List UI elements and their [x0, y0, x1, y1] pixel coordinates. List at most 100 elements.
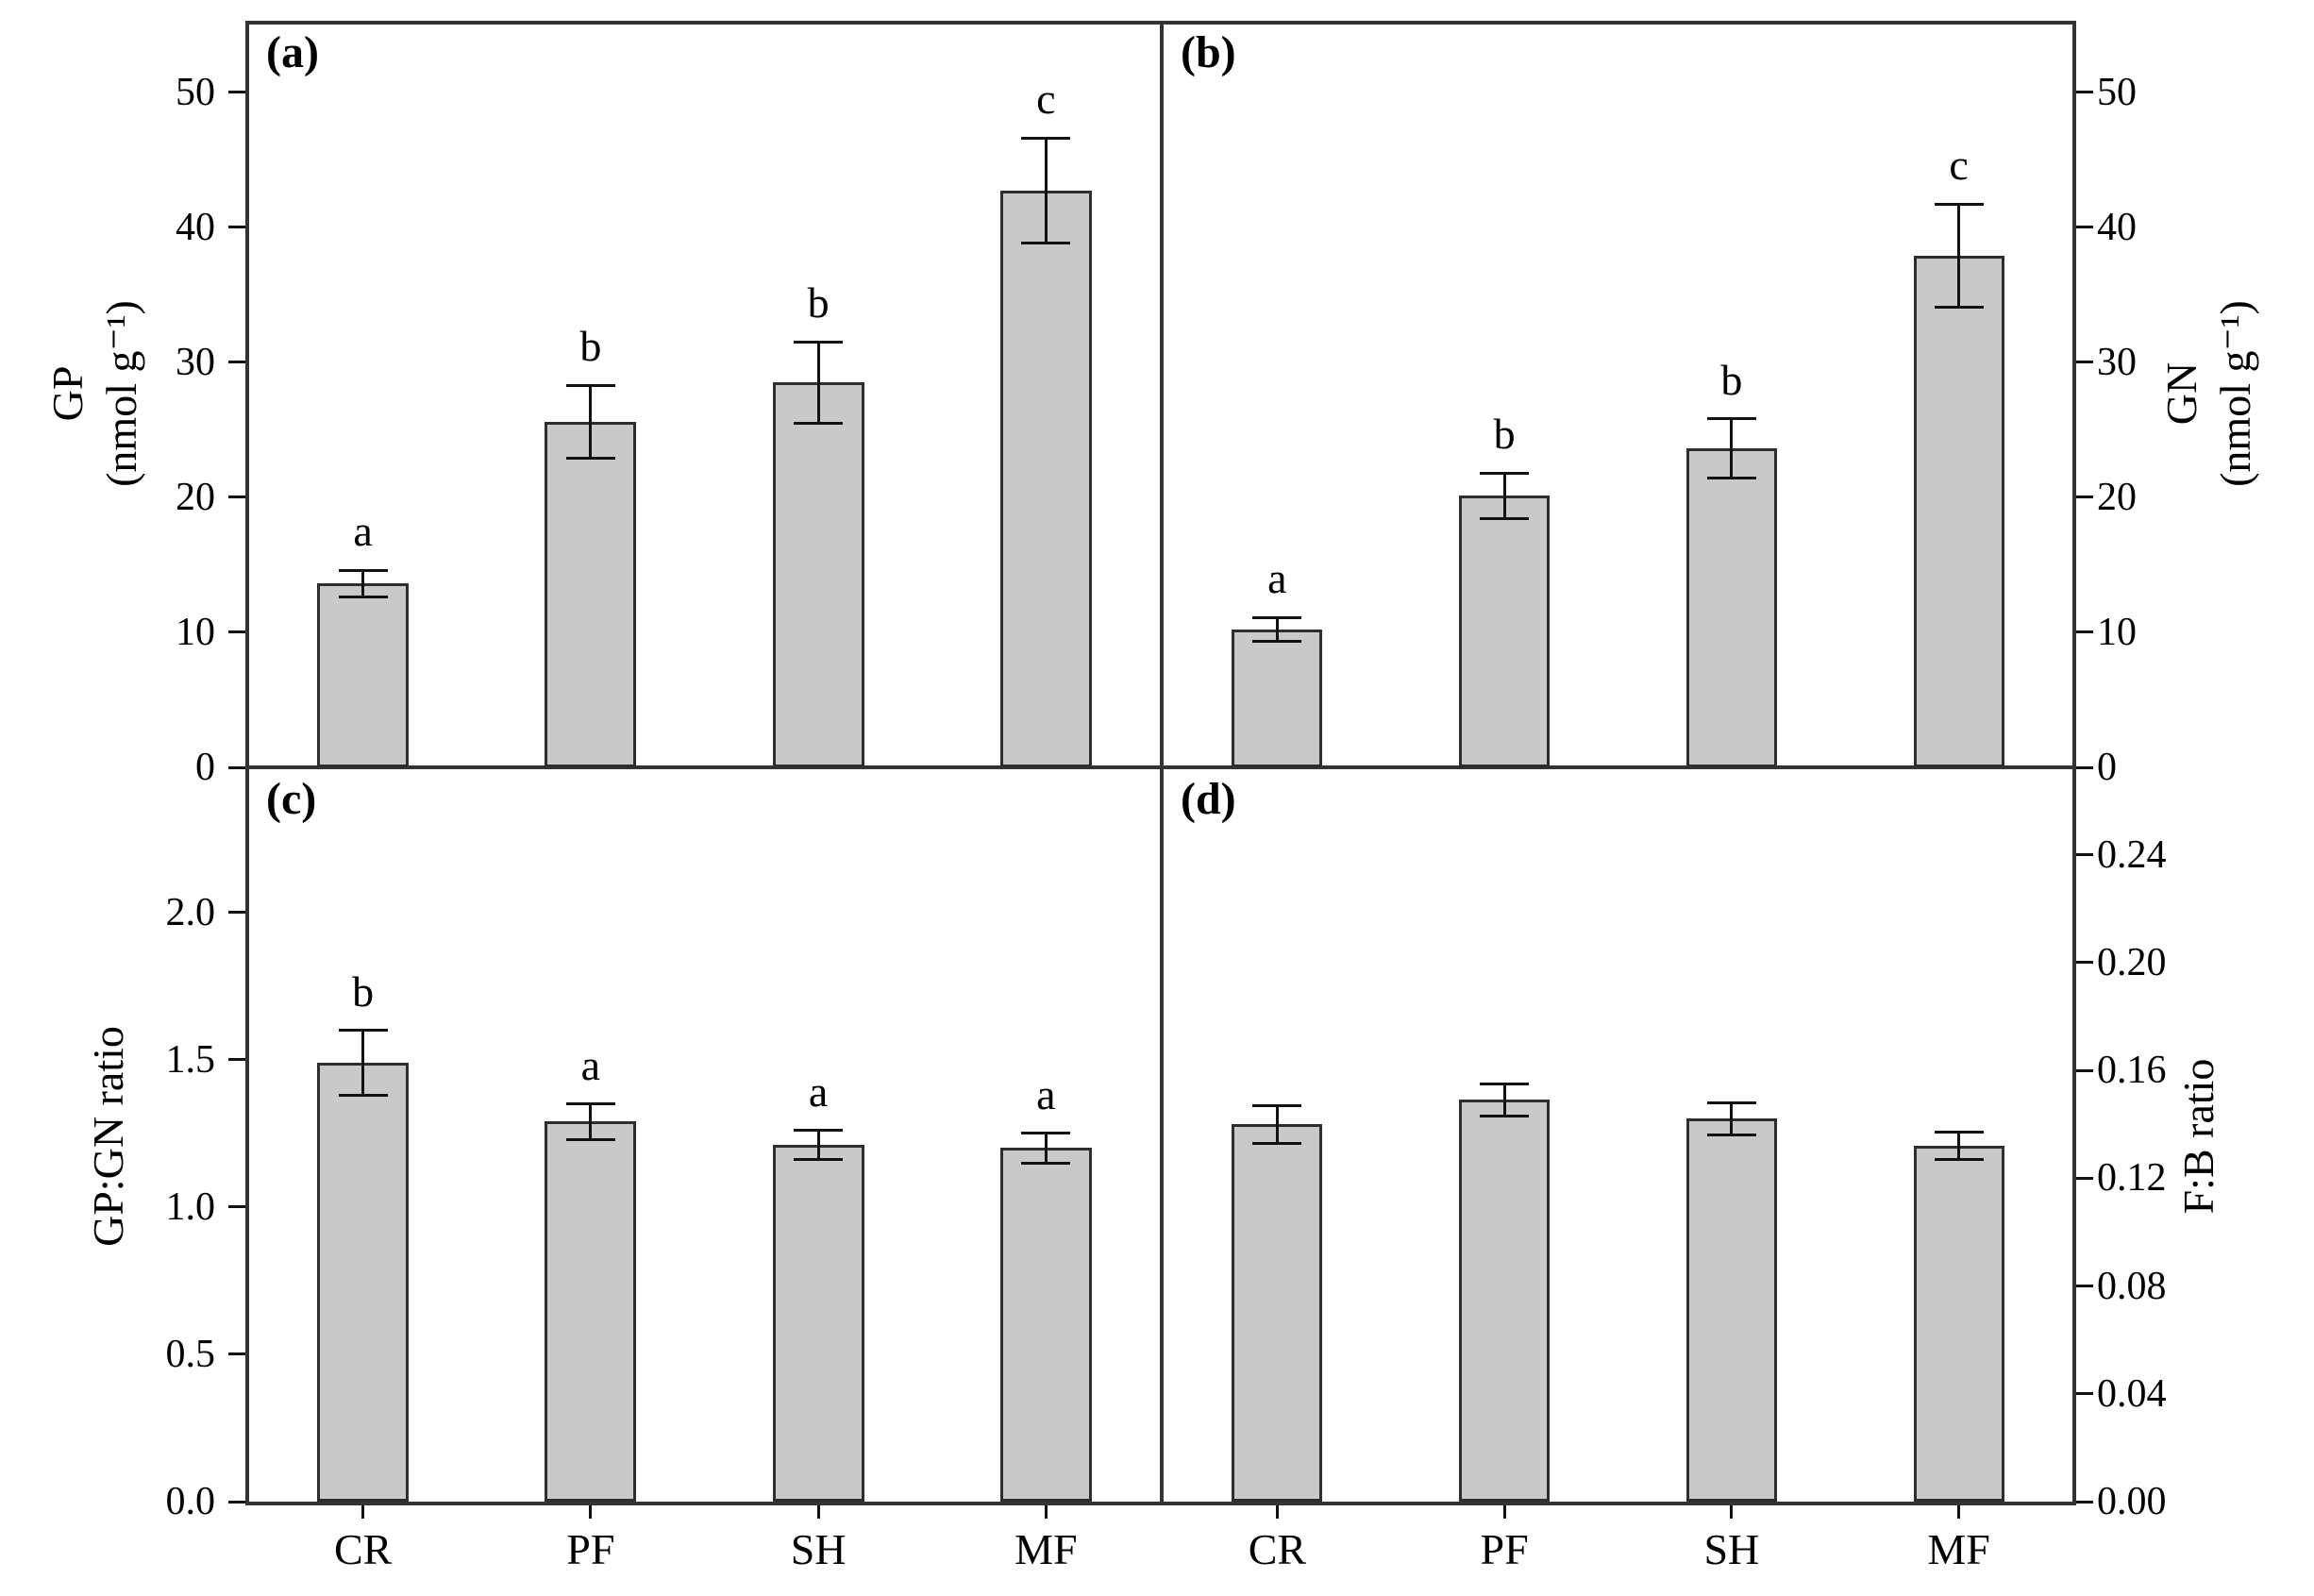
- error-bar-cap-bottom: [1021, 1161, 1071, 1165]
- bar-b-SH: [1685, 448, 1777, 767]
- error-bar-line: [1730, 1102, 1734, 1135]
- panel-a-label: (a): [266, 27, 319, 77]
- error-bar-cap-bottom: [1480, 517, 1530, 521]
- y-tick: [2076, 1068, 2093, 1072]
- error-bar-cap-bottom: [338, 1093, 388, 1097]
- y-axis-label-fb-line1: F:B ratio: [2174, 1058, 2223, 1215]
- x-tick: [1502, 1505, 1506, 1519]
- error-bar-line: [1502, 1084, 1506, 1117]
- y-axis-label-gp-line1: GP: [42, 365, 92, 422]
- y-axis-label-gp: GP (nmol g⁻¹): [38, 129, 151, 658]
- y-tick: [228, 1058, 245, 1062]
- y-tick: [2076, 361, 2093, 364]
- y-tick: [228, 361, 245, 364]
- significance-letter: c: [1949, 141, 1969, 190]
- bar-d-CR: [1232, 1124, 1323, 1502]
- error-bar-line: [589, 1103, 593, 1140]
- panel-c-gpgn-ratio: (c) 0.0 0.5 1.0 1.5 2.0 b CR a PF a SH a MF: [166, 771, 1160, 1573]
- significance-letter: a: [808, 1067, 829, 1116]
- y-tick-label: 0.20: [2097, 940, 2167, 984]
- y-tick: [2076, 853, 2093, 857]
- significance-letter: b: [579, 322, 602, 371]
- x-tick: [589, 1505, 593, 1519]
- bar-b-PF: [1459, 496, 1551, 767]
- bar-c-PF: [545, 1121, 637, 1502]
- significance-letter: b: [352, 966, 375, 1016]
- y-tick-label: 0.5: [165, 1332, 216, 1376]
- x-tick: [1275, 1505, 1279, 1519]
- error-bar-cap-top: [1480, 471, 1530, 475]
- bar-b-CR: [1232, 630, 1323, 767]
- y-axis-label-fb-ratio: F:B ratio: [2171, 872, 2227, 1401]
- x-category-label-SH: SH: [1703, 1525, 1760, 1573]
- error-bar-line: [1957, 204, 1961, 308]
- error-bar-cap-bottom: [1706, 477, 1756, 480]
- significance-letter: b: [807, 278, 830, 328]
- x-category-label-CR: CR: [333, 1525, 393, 1573]
- y-tick: [228, 91, 245, 94]
- y-tick-label: 0.24: [2097, 832, 2167, 877]
- significance-letter: c: [1036, 75, 1056, 124]
- y-tick-label: 20: [2097, 475, 2137, 519]
- x-category-label-PF: PF: [1480, 1525, 1529, 1573]
- y-tick-label: 1.5: [165, 1037, 216, 1082]
- error-bar-line: [1044, 1133, 1048, 1164]
- y-tick: [2076, 961, 2093, 965]
- error-bar-line: [589, 385, 593, 459]
- significance-letter: b: [1493, 410, 1516, 459]
- panel-a-gp: (a) 0 10 20 30 40 50 a b b c: [176, 25, 1160, 788]
- error-bar-line: [1730, 418, 1734, 479]
- panel-d-label: (d): [1181, 774, 1236, 824]
- y-tick-label: 30: [2097, 340, 2137, 384]
- panel-vertical-divider: [1160, 21, 1164, 1505]
- bar-d-MF: [1913, 1146, 2004, 1502]
- y-tick-label: 2.0: [165, 890, 216, 934]
- error-bar-cap-bottom: [1252, 1141, 1302, 1145]
- bar-a-CR: [317, 583, 410, 767]
- y-tick: [2076, 496, 2093, 499]
- error-bar-line: [816, 1130, 820, 1160]
- significance-letter: a: [580, 1040, 601, 1089]
- error-bar-line: [1044, 138, 1048, 244]
- error-bar-cap-bottom: [794, 421, 844, 425]
- error-bar-cap-bottom: [1252, 640, 1302, 644]
- error-bar-line: [361, 1030, 365, 1096]
- significance-letter: a: [1036, 1069, 1056, 1118]
- y-tick-label: 0.16: [2097, 1049, 2167, 1093]
- y-tick-label: 0: [2097, 746, 2117, 789]
- y-tick-label: 50: [176, 70, 215, 114]
- y-tick: [228, 1352, 245, 1356]
- y-tick-label: 10: [176, 610, 215, 654]
- error-bar-cap-bottom: [565, 456, 615, 460]
- y-tick: [228, 226, 245, 229]
- bar-c-MF: [999, 1148, 1092, 1502]
- error-bar-cap-top: [565, 383, 615, 387]
- error-bar-cap-top: [565, 1102, 615, 1106]
- error-bar-line: [816, 342, 820, 424]
- error-bar-line: [1275, 1105, 1279, 1144]
- bar-b-MF: [1913, 255, 2004, 767]
- y-axis-label-gn: GN (nmol g⁻¹): [2152, 129, 2265, 658]
- x-tick: [361, 1505, 365, 1519]
- y-tick-label: 40: [2097, 205, 2137, 249]
- y-tick: [228, 765, 245, 769]
- bar-a-MF: [999, 191, 1092, 767]
- significance-letter: b: [1720, 355, 1743, 404]
- error-bar-cap-top: [338, 568, 388, 572]
- error-bar-cap-top: [1021, 136, 1071, 140]
- y-tick-label: 0.08: [2097, 1264, 2167, 1308]
- bar-d-SH: [1685, 1118, 1777, 1502]
- y-tick-label: 50: [2097, 70, 2137, 114]
- error-bar-cap-bottom: [794, 1158, 844, 1162]
- y-tick: [228, 1500, 245, 1504]
- error-bar-line: [1502, 473, 1506, 519]
- error-bar-cap-top: [338, 1029, 388, 1033]
- y-tick: [228, 1205, 245, 1209]
- error-bar-cap-bottom: [565, 1137, 615, 1141]
- significance-letter: a: [1267, 554, 1287, 603]
- panel-c-label: (c): [266, 774, 317, 824]
- error-bar-cap-top: [1021, 1132, 1071, 1135]
- y-tick: [2076, 1500, 2093, 1504]
- panel-b-gn: (b) 0 10 20 30 40 50 a b b c: [1164, 25, 2137, 789]
- y-axis-label-gn-line1: GN: [2156, 361, 2205, 426]
